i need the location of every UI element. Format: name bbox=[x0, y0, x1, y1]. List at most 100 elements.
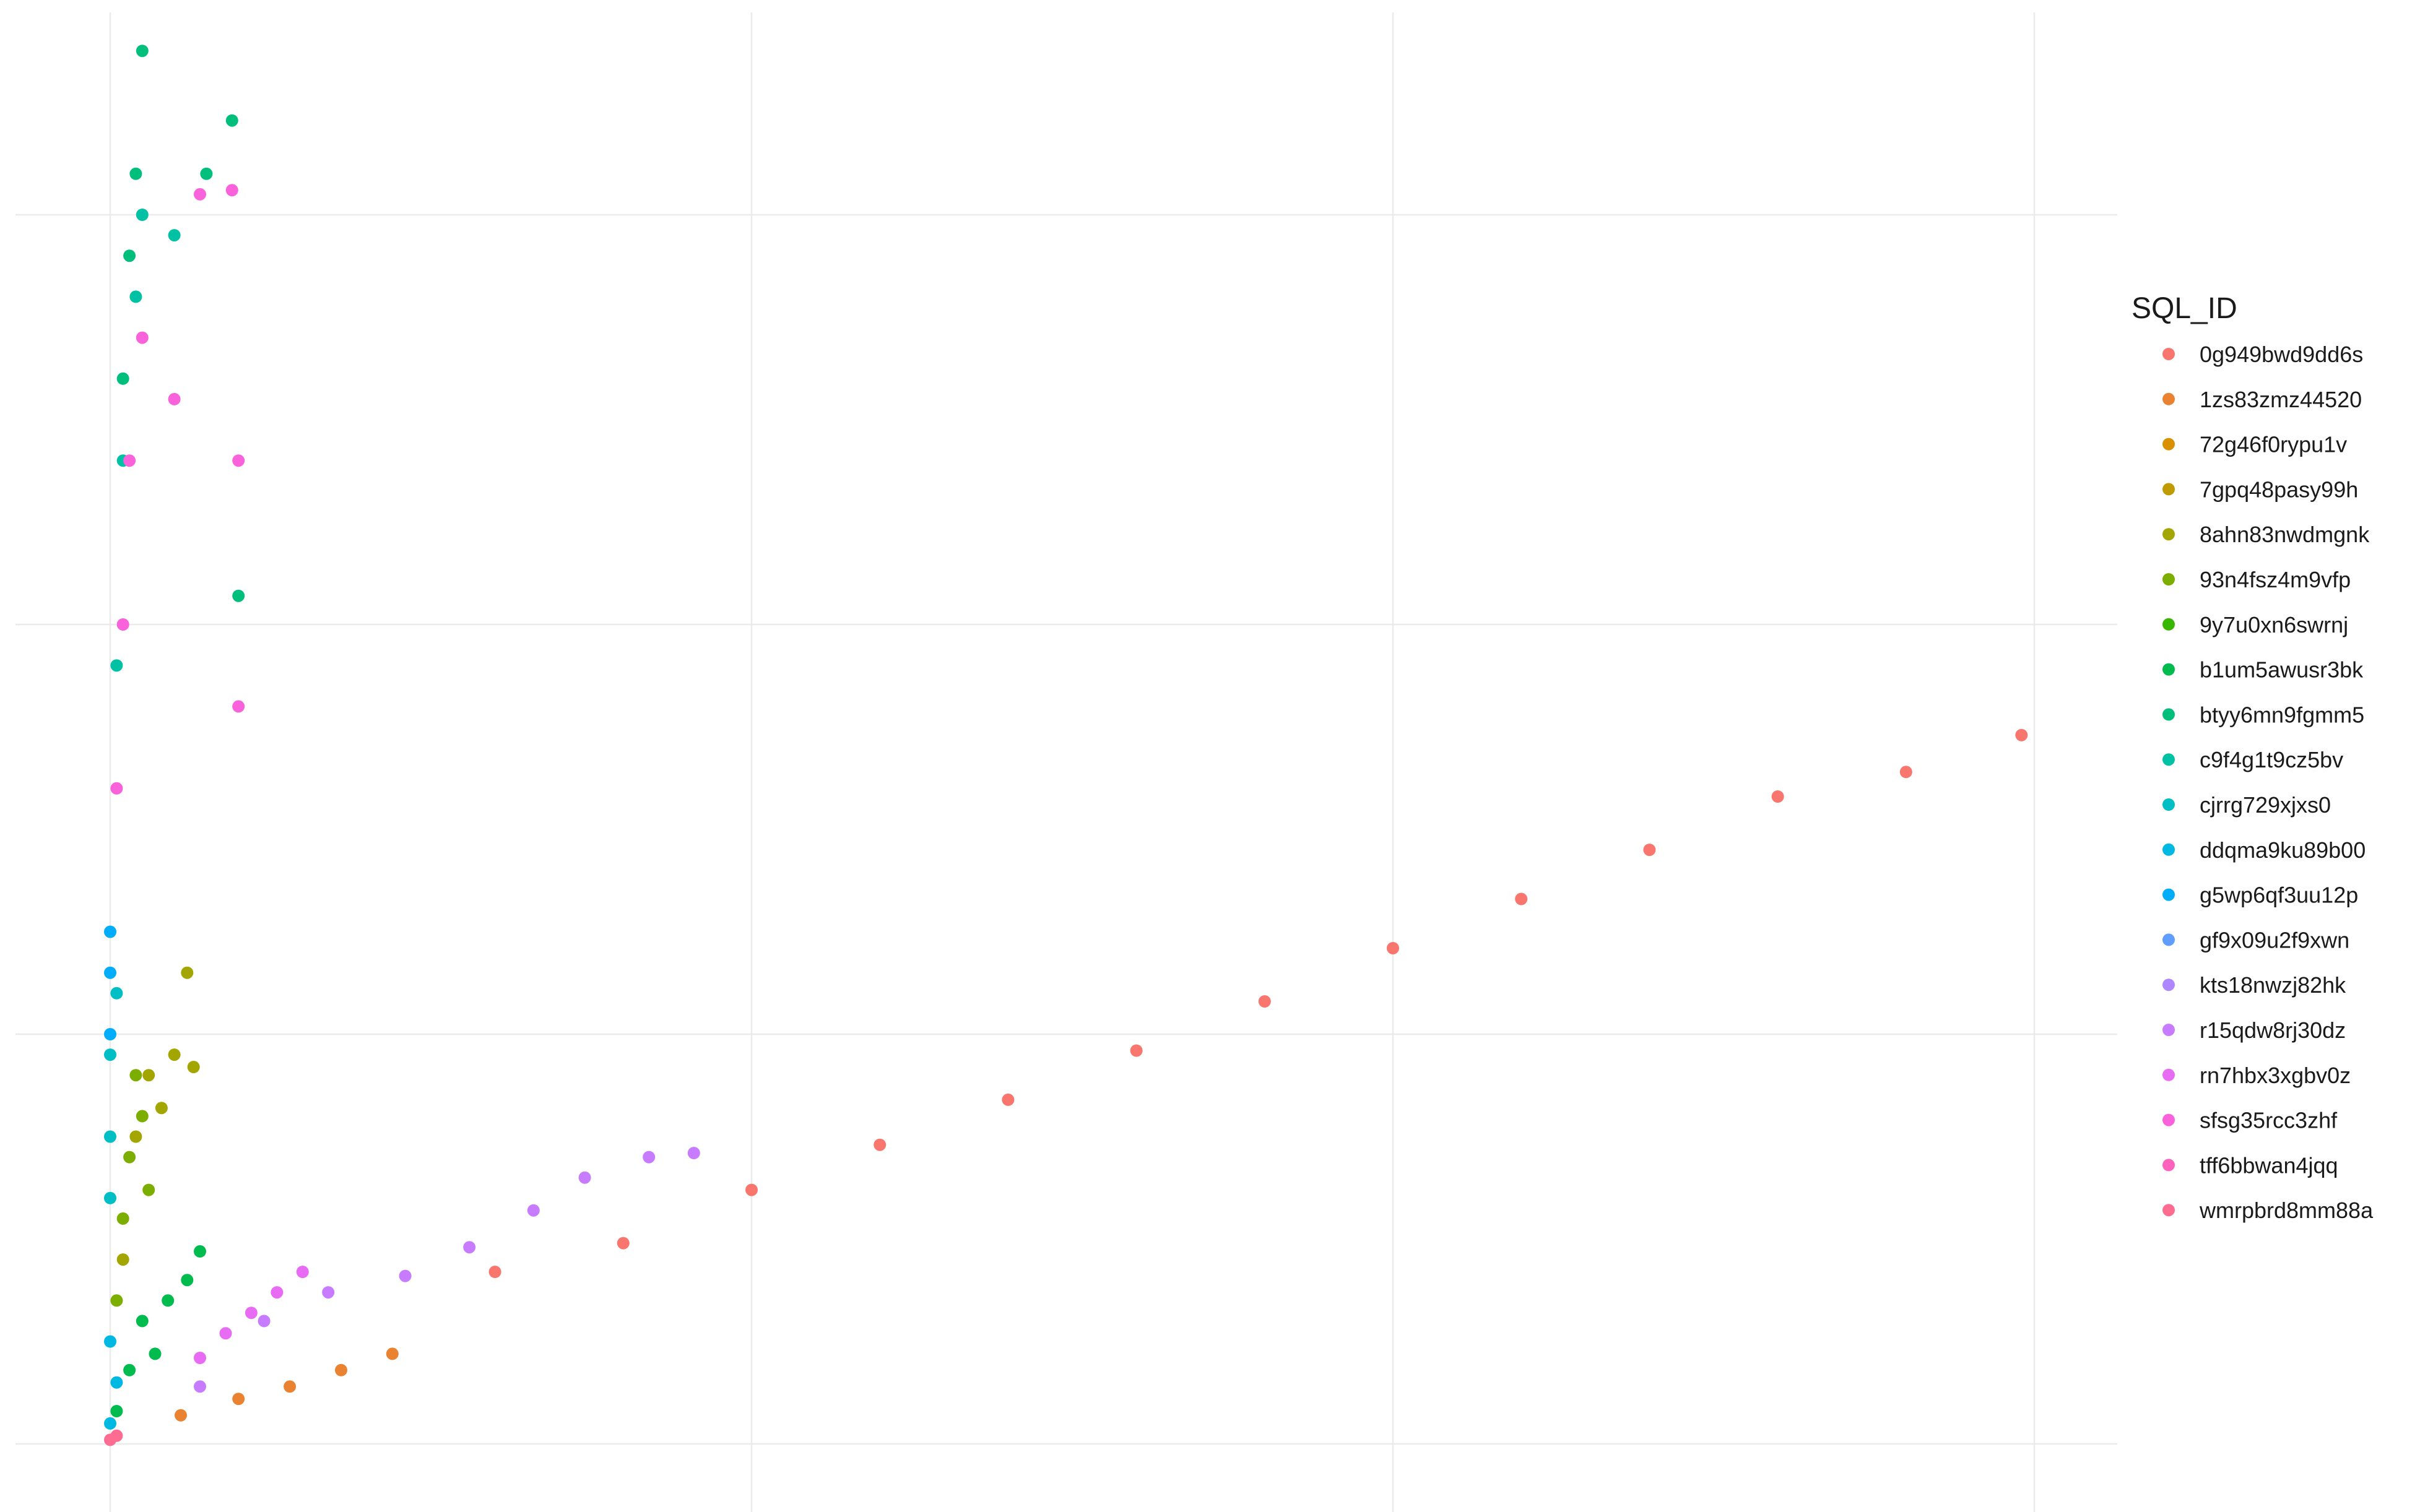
point-8ahn83nwdmgnk-5 bbox=[181, 966, 194, 979]
legend-label-b1um5awusr3bk: b1um5awusr3bk bbox=[2200, 657, 2364, 683]
legend-key-cjrrg729xjxs0 bbox=[2162, 798, 2175, 811]
legend-key-72g46f0rypu1v bbox=[2162, 438, 2175, 451]
point-sfsg35rcc3zhf-2 bbox=[123, 454, 136, 467]
point-1zs83zmz44520-3 bbox=[335, 1363, 347, 1376]
legend-label-btyy6mn9fgmm5: btyy6mn9fgmm5 bbox=[2200, 702, 2364, 727]
point-c9f4g1t9cz5bv-4 bbox=[168, 229, 181, 242]
legend-label-r15qdw8rj30dz: r15qdw8rj30dz bbox=[2200, 1017, 2346, 1043]
point-0g949bwd9dd6s-10 bbox=[1771, 790, 1784, 803]
legend-label-0g949bwd9dd6s: 0g949bwd9dd6s bbox=[2200, 342, 2363, 367]
point-93n4fsz4m9vfp-3 bbox=[129, 1069, 142, 1082]
point-sfsg35rcc3zhf-0 bbox=[110, 782, 123, 795]
point-r15qdw8rj30dz-8 bbox=[687, 1147, 700, 1159]
point-ddqma9ku89b00-1 bbox=[110, 1376, 123, 1389]
point-0g949bwd9dd6s-8 bbox=[1515, 892, 1528, 905]
legend: SQL_ID 0g949bwd9dd6s 1zs83zmz44520 72g46f0… bbox=[2132, 292, 2374, 1223]
legend-label-g5wp6qf3uu12p: g5wp6qf3uu12p bbox=[2200, 883, 2358, 908]
legend-label-7gpq48pasy99h: 7gpq48pasy99h bbox=[2200, 477, 2358, 502]
point-sfsg35rcc3zhf-8 bbox=[232, 700, 245, 713]
legend-key-wmrpbrd8mm88a bbox=[2162, 1204, 2175, 1217]
point-93n4fsz4m9vfp-4 bbox=[136, 1110, 149, 1123]
point-b1um5awusr3bk-2 bbox=[136, 1315, 149, 1328]
legend-label-72g46f0rypu1v: 72g46f0rypu1v bbox=[2200, 432, 2347, 457]
point-sfsg35rcc3zhf-3 bbox=[136, 331, 149, 344]
point-g5wp6qf3uu12p-1 bbox=[104, 925, 116, 938]
point-rn7hbx3xgbv0z-4 bbox=[296, 1266, 309, 1278]
point-r15qdw8rj30dz-5 bbox=[527, 1204, 540, 1217]
point-0g949bwd9dd6s-3 bbox=[874, 1138, 887, 1151]
point-b1um5awusr3bk-4 bbox=[162, 1294, 175, 1307]
point-8ahn83nwdmgnk-4 bbox=[168, 1048, 181, 1061]
legend-key-sfsg35rcc3zhf bbox=[2162, 1113, 2175, 1126]
legend-label-rn7hbx3xgbv0z: rn7hbx3xgbv0z bbox=[2200, 1063, 2351, 1088]
point-btyy6mn9fgmm5-4 bbox=[200, 167, 213, 180]
point-0g949bwd9dd6s-12 bbox=[2015, 728, 2028, 741]
legend-key-btyy6mn9fgmm5 bbox=[2162, 708, 2175, 721]
point-0g949bwd9dd6s-11 bbox=[1899, 766, 1912, 779]
point-sfsg35rcc3zhf-4 bbox=[168, 392, 181, 405]
point-rn7hbx3xgbv0z-0 bbox=[194, 1352, 206, 1364]
point-cjrrg729xjxs0-3 bbox=[104, 1191, 116, 1204]
point-0g949bwd9dd6s-2 bbox=[745, 1183, 758, 1196]
legend-title: SQL_ID bbox=[2132, 292, 2237, 325]
legend-label-8ahn83nwdmgnk: 8ahn83nwdmgnk bbox=[2200, 522, 2370, 547]
point-c9f4g1t9cz5bv-2 bbox=[129, 290, 142, 303]
legend-key-9y7u0xn6swrnj bbox=[2162, 618, 2175, 631]
point-8ahn83nwdmgnk-0 bbox=[116, 1253, 129, 1266]
point-btyy6mn9fgmm5-5 bbox=[225, 114, 238, 127]
point-cjrrg729xjxs0-0 bbox=[104, 1130, 116, 1143]
legend-key-7gpq48pasy99h bbox=[2162, 483, 2175, 496]
point-btyy6mn9fgmm5-1 bbox=[123, 249, 136, 262]
point-rn7hbx3xgbv0z-1 bbox=[219, 1327, 232, 1340]
legend-key-gf9x09u2f9xwn bbox=[2162, 933, 2175, 946]
legend-label-93n4fsz4m9vfp: 93n4fsz4m9vfp bbox=[2200, 567, 2351, 592]
legend-key-kts18nwzj82hk bbox=[2162, 978, 2175, 991]
legend-label-9y7u0xn6swrnj: 9y7u0xn6swrnj bbox=[2200, 612, 2348, 637]
point-93n4fsz4m9vfp-2 bbox=[123, 1151, 136, 1164]
point-btyy6mn9fgmm5-3 bbox=[136, 45, 149, 58]
point-1zs83zmz44520-1 bbox=[232, 1393, 245, 1406]
point-wmrpbrd8mm88a-1 bbox=[110, 1429, 123, 1442]
point-r15qdw8rj30dz-4 bbox=[463, 1241, 476, 1254]
point-rn7hbx3xgbv0z-2 bbox=[245, 1307, 258, 1320]
point-g5wp6qf3uu12p-2 bbox=[104, 1028, 116, 1040]
point-1zs83zmz44520-2 bbox=[284, 1380, 297, 1393]
point-r15qdw8rj30dz-1 bbox=[258, 1315, 271, 1328]
point-b1um5awusr3bk-1 bbox=[123, 1363, 136, 1376]
legend-key-ddqma9ku89b00 bbox=[2162, 843, 2175, 856]
point-sfsg35rcc3zhf-1 bbox=[116, 618, 129, 631]
point-0g949bwd9dd6s-6 bbox=[1258, 995, 1271, 1008]
point-sfsg35rcc3zhf-5 bbox=[194, 188, 206, 201]
point-0g949bwd9dd6s-0 bbox=[488, 1266, 501, 1278]
point-0g949bwd9dd6s-5 bbox=[1130, 1044, 1143, 1057]
point-1zs83zmz44520-4 bbox=[386, 1347, 399, 1360]
point-r15qdw8rj30dz-3 bbox=[399, 1269, 412, 1282]
point-ddqma9ku89b00-2 bbox=[104, 1335, 116, 1348]
legend-label-tff6bbwan4jqq: tff6bbwan4jqq bbox=[2200, 1152, 2338, 1178]
point-rn7hbx3xgbv0z-3 bbox=[271, 1286, 284, 1299]
point-8ahn83nwdmgnk-1 bbox=[129, 1130, 142, 1143]
point-0g949bwd9dd6s-1 bbox=[617, 1237, 630, 1250]
point-btyy6mn9fgmm5-6 bbox=[232, 589, 245, 602]
point-93n4fsz4m9vfp-0 bbox=[110, 1294, 123, 1307]
legend-label-kts18nwzj82hk: kts18nwzj82hk bbox=[2200, 972, 2346, 998]
point-cjrrg729xjxs0-1 bbox=[104, 1048, 116, 1061]
legend-key-93n4fsz4m9vfp bbox=[2162, 573, 2175, 585]
point-cjrrg729xjxs0-2 bbox=[110, 987, 123, 1000]
point-0g949bwd9dd6s-9 bbox=[1643, 844, 1656, 857]
point-btyy6mn9fgmm5-0 bbox=[116, 372, 129, 385]
point-c9f4g1t9cz5bv-0 bbox=[110, 659, 123, 672]
legend-label-cjrrg729xjxs0: cjrrg729xjxs0 bbox=[2200, 792, 2331, 818]
point-r15qdw8rj30dz-6 bbox=[578, 1171, 591, 1184]
point-r15qdw8rj30dz-0 bbox=[194, 1380, 206, 1393]
point-g5wp6qf3uu12p-0 bbox=[104, 966, 116, 979]
point-b1um5awusr3bk-0 bbox=[110, 1405, 123, 1417]
legend-label-c9f4g1t9cz5bv: c9f4g1t9cz5bv bbox=[2200, 747, 2343, 772]
point-b1um5awusr3bk-5 bbox=[181, 1274, 194, 1287]
legend-key-g5wp6qf3uu12p bbox=[2162, 888, 2175, 901]
point-0g949bwd9dd6s-4 bbox=[1002, 1093, 1015, 1106]
legend-key-b1um5awusr3bk bbox=[2162, 663, 2175, 676]
point-93n4fsz4m9vfp-1 bbox=[116, 1212, 129, 1225]
legend-label-ddqma9ku89b00: ddqma9ku89b00 bbox=[2200, 837, 2366, 863]
legend-key-1zs83zmz44520 bbox=[2162, 392, 2175, 405]
